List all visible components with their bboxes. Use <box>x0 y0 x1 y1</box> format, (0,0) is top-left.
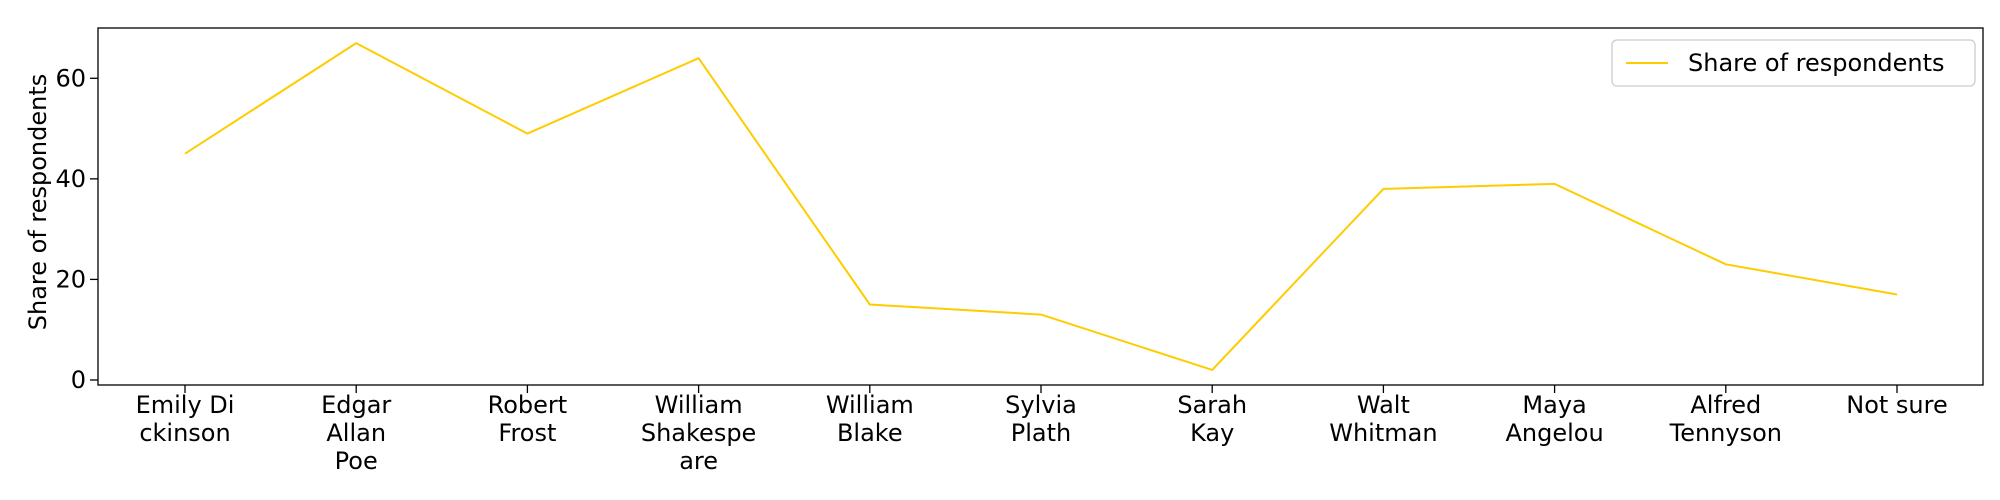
x-tick-label: Sylvia Plath <box>1005 391 1077 447</box>
legend-box <box>1611 39 1976 87</box>
x-tick-label: Not sure <box>1846 391 1948 419</box>
x-tick-label: Sarah Kay <box>1177 391 1247 447</box>
y-tick-label: 20 <box>55 265 86 293</box>
x-tick-label: Alfred Tennyson <box>1669 391 1782 447</box>
legend: Share of respondents <box>1611 39 1976 87</box>
y-tick-label: 60 <box>55 64 86 92</box>
series-line-0 <box>184 42 1898 371</box>
x-tick-label: William Blake <box>826 391 914 447</box>
x-axis: Emily Di ckinson Edgar Allan Poe Robert Frost W… <box>136 385 1948 475</box>
legend-label: Share of respondents <box>1688 49 1945 77</box>
x-tick-label: William Shakespe are <box>641 391 756 475</box>
y-tick-label: 40 <box>55 165 86 193</box>
x-tick-label: Maya Angelou <box>1505 391 1603 447</box>
x-tick-label: Walt Whitman <box>1329 391 1437 447</box>
x-tick-label: Robert Frost <box>488 391 568 447</box>
y-axis-title: Share of respondents <box>24 74 52 331</box>
x-tick-label: Edgar Allan Poe <box>321 391 391 475</box>
y-axis: 0 20 40 60 <box>55 64 98 394</box>
x-tick-label: Emily Di ckinson <box>136 391 235 447</box>
y-tick-label: 0 <box>71 366 86 394</box>
